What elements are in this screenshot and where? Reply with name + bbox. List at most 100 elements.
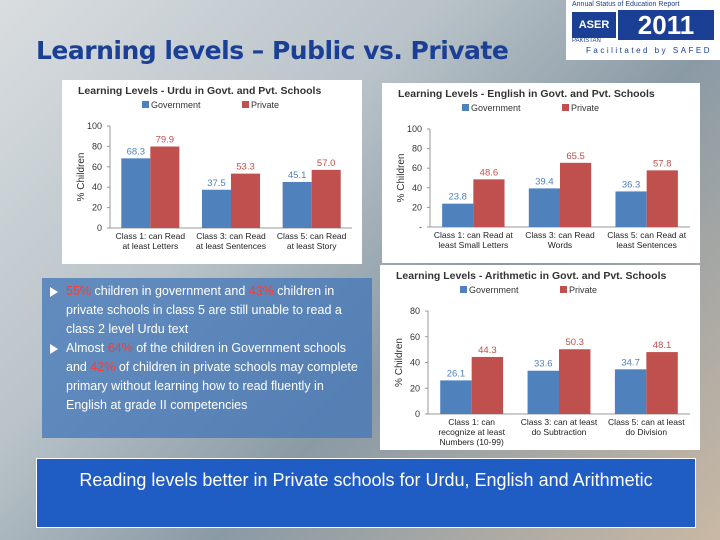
y-tick-label: 60 [412, 163, 422, 173]
y-tick-label: 20 [410, 383, 420, 393]
x-tick-label: Class 1: can Read at least Small Letters [433, 230, 513, 250]
value-label: 34.7 [621, 357, 640, 368]
slide-title: Learning levels – Public vs. Private [36, 36, 509, 65]
y-tick-label: - [419, 222, 422, 232]
legend-label: Government [151, 100, 201, 110]
bullet-arrow [50, 344, 58, 354]
logo-credit: Facilitated by SAFED [586, 46, 713, 55]
chart-title: Learning Levels - Arithmetic in Govt. an… [396, 270, 666, 282]
y-tick-label: 80 [410, 306, 420, 316]
bar [527, 370, 559, 414]
value-label: 65.5 [566, 151, 585, 162]
y-tick-label: 80 [412, 144, 422, 154]
value-label: 33.6 [534, 359, 553, 370]
legend-swatch [462, 104, 469, 111]
y-axis-label: % Children [396, 154, 407, 203]
y-tick-label: 100 [87, 121, 102, 131]
legend-label: Government [471, 103, 521, 113]
value-label: 26.1 [447, 368, 466, 379]
bar [473, 179, 505, 227]
x-tick-label: Class 5: can at least do Division [608, 417, 685, 437]
legend-label: Private [569, 285, 597, 295]
bar [282, 181, 312, 228]
bar [201, 189, 231, 228]
value-label: 45.1 [288, 170, 307, 181]
bar [560, 162, 592, 227]
legend-swatch [562, 104, 569, 111]
chart-svg: Learning Levels - Arithmetic in Govt. an… [394, 270, 690, 419]
legend-swatch [560, 286, 567, 293]
value-label: 68.3 [127, 146, 145, 157]
x-tick-label: Class 5: can Read at least Story [276, 231, 347, 251]
logo-top: Annual Status of Education Report [572, 1, 680, 8]
x-tick-label: Class 5: can Read at least Sentences [607, 230, 687, 250]
bar [311, 169, 341, 228]
bullet-arrow [50, 287, 58, 297]
x-tick-label: Class 3: can Read Words [525, 230, 595, 250]
y-tick-label: 0 [415, 409, 420, 419]
bar [121, 158, 151, 228]
y-axis-label: % Children [76, 153, 87, 202]
value-label: 53.3 [236, 162, 255, 173]
bullet-text: of children in private schools may compl… [66, 360, 358, 412]
banner: Reading levels better in Private schools… [36, 458, 696, 528]
chart-svg: Learning Levels - English in Govt. and P… [396, 88, 690, 232]
bar [559, 349, 591, 414]
bullet-box: 55% children in government and 43% child… [42, 278, 372, 438]
x-tick-label: Class 1: can Read at least Letters [115, 231, 186, 251]
bullet: 55% children in government and 43% child… [50, 282, 366, 339]
bar [442, 203, 474, 227]
bullet-text: of the children in Government schools an… [66, 341, 347, 374]
chart-svg: Learning Levels - Urdu in Govt. and Pvt.… [76, 85, 352, 233]
y-tick-label: 20 [412, 202, 422, 212]
y-tick-label: 100 [407, 124, 422, 134]
chart: Learning Levels - Urdu in Govt. and Pvt.… [62, 80, 362, 264]
chart: Learning Levels - English in Govt. and P… [382, 83, 700, 263]
y-tick-label: 40 [410, 358, 420, 368]
bar [646, 352, 678, 414]
value-label: 44.3 [478, 345, 497, 356]
bar [440, 380, 472, 414]
bar [471, 356, 504, 414]
bullet-text: 43% [248, 284, 274, 298]
chart-title: Learning Levels - Urdu in Govt. and Pvt.… [78, 85, 321, 97]
value-label: 37.5 [207, 178, 226, 189]
value-label: 57.0 [317, 158, 336, 169]
legend-label: Private [251, 100, 279, 110]
bar [528, 188, 560, 227]
value-label: 48.6 [480, 167, 499, 178]
y-axis-label: % Children [394, 338, 405, 387]
bullet-text: Almost [66, 341, 108, 355]
y-tick-label: 40 [92, 182, 102, 192]
bar [150, 146, 180, 228]
logo-name: ASER [572, 12, 616, 38]
bullet-text: 42% [90, 360, 116, 374]
bullet-text: children in government and [91, 284, 249, 298]
value-label: 48.1 [653, 340, 672, 351]
legend-swatch [460, 286, 467, 293]
logo-country: PAKISTAN [572, 38, 601, 44]
legend-label: Government [469, 285, 519, 295]
value-label: 57.8 [653, 158, 672, 169]
y-tick-label: 60 [410, 332, 420, 342]
bullet-text: children in private schools in class 5 a… [66, 284, 342, 336]
y-tick-label: 0 [97, 223, 102, 233]
value-label: 36.3 [622, 179, 641, 190]
bullet: Almost 64% of the children in Government… [50, 339, 366, 415]
value-label: 79.9 [156, 135, 175, 146]
y-tick-label: 80 [92, 141, 102, 151]
legend-label: Private [571, 103, 599, 113]
bullet-text: 64% [107, 341, 133, 355]
legend-swatch [242, 101, 249, 108]
value-label: 50.3 [565, 337, 584, 348]
x-tick-label: Class 3: can Read at least Sentences [196, 231, 266, 251]
bar [231, 173, 261, 228]
x-tick-label: Class 3: can at least do Subtraction [520, 417, 598, 437]
x-tick-label: Class 1: can recognize at least Numbers … [438, 417, 505, 447]
y-tick-label: 60 [92, 162, 102, 172]
chart: Learning Levels - Arithmetic in Govt. an… [380, 265, 700, 450]
value-label: 23.8 [448, 192, 467, 203]
bar [615, 191, 647, 227]
y-tick-label: 20 [92, 203, 102, 213]
